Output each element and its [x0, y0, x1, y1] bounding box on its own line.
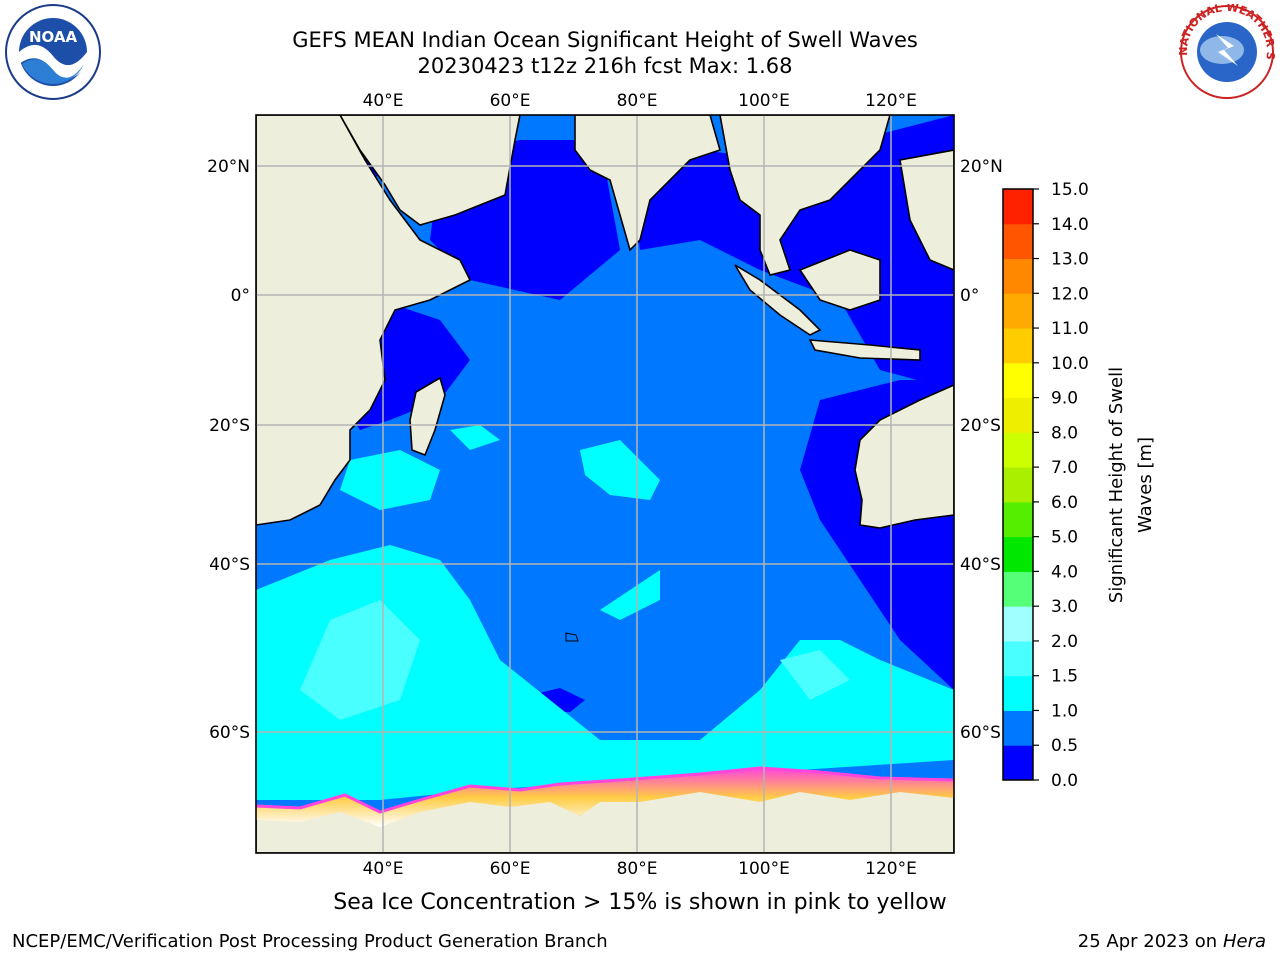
lon-labels-bottom: 40°E 60°E 80°E 100°E 120°E: [363, 859, 917, 879]
lon-labels-top: 40°E 60°E 80°E 100°E 120°E: [363, 91, 917, 111]
colorbar-tick-label: 11.0: [1051, 319, 1089, 339]
colorbar-tick-label: 8.0: [1051, 423, 1078, 443]
footer-host: Hera: [1222, 931, 1266, 952]
footer-date-text: 25 Apr 2023 on: [1077, 931, 1223, 952]
lat-label: 20°S: [960, 416, 1001, 436]
sea-ice-band: [256, 768, 954, 827]
colorbar-segment: [1003, 432, 1033, 468]
colorbar-segment: [1003, 640, 1033, 677]
lon-label: 40°E: [363, 859, 404, 879]
lat-label: 20°N: [960, 157, 1003, 177]
colorbar-segment: [1003, 710, 1033, 746]
lat-label: 0°: [231, 286, 250, 306]
lat-label: 20°S: [209, 416, 250, 436]
noaa-logo-icon: NOAA: [5, 4, 101, 100]
colorbar-segment: [1003, 571, 1033, 607]
colorbar-segment: [1003, 293, 1033, 329]
colorbar-label-line1: Significant Height of Swell: [1106, 367, 1127, 603]
colorbar-tick-label: 7.0: [1051, 458, 1078, 478]
colorbar-tick-label: 2.0: [1051, 632, 1078, 652]
sea-ice-edge: [256, 766, 954, 814]
lat-label: 20°N: [207, 157, 250, 177]
colorbar-tick-label: 9.0: [1051, 389, 1078, 409]
lon-label: 80°E: [617, 91, 658, 111]
colorbar-segment: [1003, 258, 1033, 294]
colorbar-segment: [1003, 397, 1033, 433]
lon-label: 60°E: [490, 859, 531, 879]
graticule: [256, 115, 954, 853]
lon-label: 100°E: [738, 91, 790, 111]
lon-label: 120°E: [865, 91, 917, 111]
lon-label: 60°E: [490, 91, 531, 111]
lat-label: 0°: [960, 286, 979, 306]
noaa-logo-text: NOAA: [29, 28, 78, 46]
colorbar-tick-label: 12.0: [1051, 284, 1089, 304]
footer-date: 25 Apr 2023 on Hera: [1078, 931, 1266, 952]
colorbar-tick-label: 5.0: [1051, 528, 1078, 548]
colorbar-tick-label: 14.0: [1051, 215, 1089, 235]
colorbar-segment: [1003, 675, 1033, 711]
colorbar: 0.0 0.5 1.0 1.5 2.0 3.0 4.0 5.0 6.0 7.0 8.0 9.0 10.0…: [1002, 180, 1089, 791]
footer-credit: NCEP/EMC/Verification Post Processing Pr…: [12, 931, 608, 952]
lon-label: 120°E: [865, 859, 917, 879]
colorbar-segment: [1003, 501, 1033, 538]
lat-label: 60°S: [209, 723, 250, 743]
colorbar-segment: [1003, 362, 1033, 399]
colorbar-segment: [1003, 467, 1033, 503]
lat-label: 40°S: [209, 555, 250, 575]
lat-label: 40°S: [960, 555, 1001, 575]
colorbar-tick-label: 4.0: [1051, 562, 1078, 582]
colorbar-tick-label: 10.0: [1051, 354, 1089, 374]
lon-label: 100°E: [738, 859, 790, 879]
colorbar-tick-label: 3.0: [1051, 597, 1078, 617]
land-masses: [256, 115, 954, 853]
colorbar-tick-label: 6.0: [1051, 493, 1078, 513]
colorbar-title: Significant Height of Swell Waves [m]: [1106, 367, 1156, 603]
lat-label: 60°S: [960, 723, 1001, 743]
colorbar-tick-label: 1.0: [1051, 701, 1078, 721]
colorbar-tick-label: 0.0: [1051, 771, 1078, 791]
colorbar-segment: [1003, 606, 1033, 642]
chart-subtitle: 20230423 t12z 216h fcst Max: 1.68: [417, 54, 793, 78]
chart-title: GEFS MEAN Indian Ocean Significant Heigh…: [292, 28, 918, 52]
colorbar-tick-label: 15.0: [1051, 180, 1089, 200]
colorbar-frame: [1002, 188, 1034, 781]
lon-label: 40°E: [363, 91, 404, 111]
colorbar-tick-label: 13.0: [1051, 250, 1089, 270]
colorbar-tick-label: 1.5: [1051, 667, 1078, 687]
colorbar-label-line2: Waves [m]: [1135, 437, 1156, 533]
kerguelen-island: [565, 632, 579, 642]
colorbar-segment: [1003, 223, 1033, 260]
colorbar-tick-label: 0.5: [1051, 736, 1078, 756]
colorbar-segment: [1003, 328, 1033, 364]
sea-ice-note: Sea Ice Concentration > 15% is shown in …: [333, 890, 947, 915]
colorbar-segment: [1003, 189, 1033, 225]
lat-labels-right: 20°N 0° 20°S 40°S 60°S: [960, 157, 1003, 743]
colorbar-segment: [1003, 536, 1033, 572]
swell-high-region: [256, 425, 954, 800]
nws-logo-icon: NATIONAL WEATHER SERVICE: [1176, 4, 1277, 99]
colorbar-segment: [1003, 745, 1033, 781]
swell-higher-region: [300, 600, 850, 720]
map-frame: [255, 114, 955, 854]
lon-label: 80°E: [617, 859, 658, 879]
lat-labels-left: 20°N 0° 20°S 40°S 60°S: [207, 157, 250, 743]
